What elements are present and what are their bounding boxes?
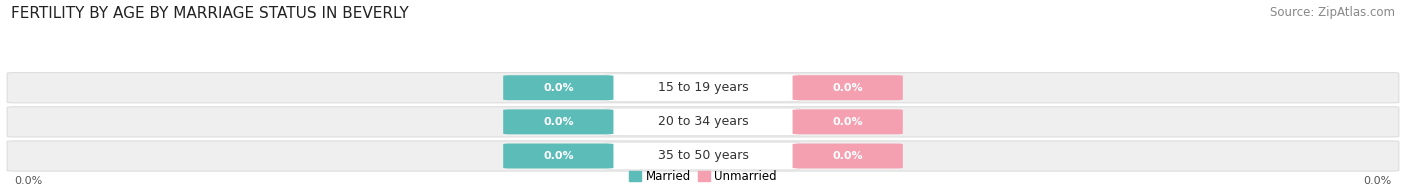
FancyBboxPatch shape	[606, 142, 800, 170]
FancyBboxPatch shape	[7, 141, 1399, 171]
FancyBboxPatch shape	[606, 74, 800, 102]
Legend: Married, Unmarried: Married, Unmarried	[628, 170, 778, 183]
FancyBboxPatch shape	[793, 109, 903, 134]
FancyBboxPatch shape	[7, 107, 1399, 137]
Text: 0.0%: 0.0%	[14, 176, 42, 186]
Text: 0.0%: 0.0%	[832, 83, 863, 93]
Text: 15 to 19 years: 15 to 19 years	[658, 81, 748, 94]
Text: 0.0%: 0.0%	[832, 117, 863, 127]
Text: 20 to 34 years: 20 to 34 years	[658, 115, 748, 128]
FancyBboxPatch shape	[503, 75, 613, 100]
FancyBboxPatch shape	[503, 143, 613, 169]
Text: 0.0%: 0.0%	[543, 151, 574, 161]
FancyBboxPatch shape	[503, 109, 613, 134]
Text: 0.0%: 0.0%	[1364, 176, 1392, 186]
Text: 0.0%: 0.0%	[543, 83, 574, 93]
Text: FERTILITY BY AGE BY MARRIAGE STATUS IN BEVERLY: FERTILITY BY AGE BY MARRIAGE STATUS IN B…	[11, 6, 409, 21]
FancyBboxPatch shape	[793, 143, 903, 169]
FancyBboxPatch shape	[793, 75, 903, 100]
Text: 0.0%: 0.0%	[832, 151, 863, 161]
FancyBboxPatch shape	[7, 73, 1399, 103]
Text: 0.0%: 0.0%	[543, 117, 574, 127]
Text: Source: ZipAtlas.com: Source: ZipAtlas.com	[1270, 6, 1395, 19]
FancyBboxPatch shape	[606, 108, 800, 136]
Text: 35 to 50 years: 35 to 50 years	[658, 150, 748, 162]
